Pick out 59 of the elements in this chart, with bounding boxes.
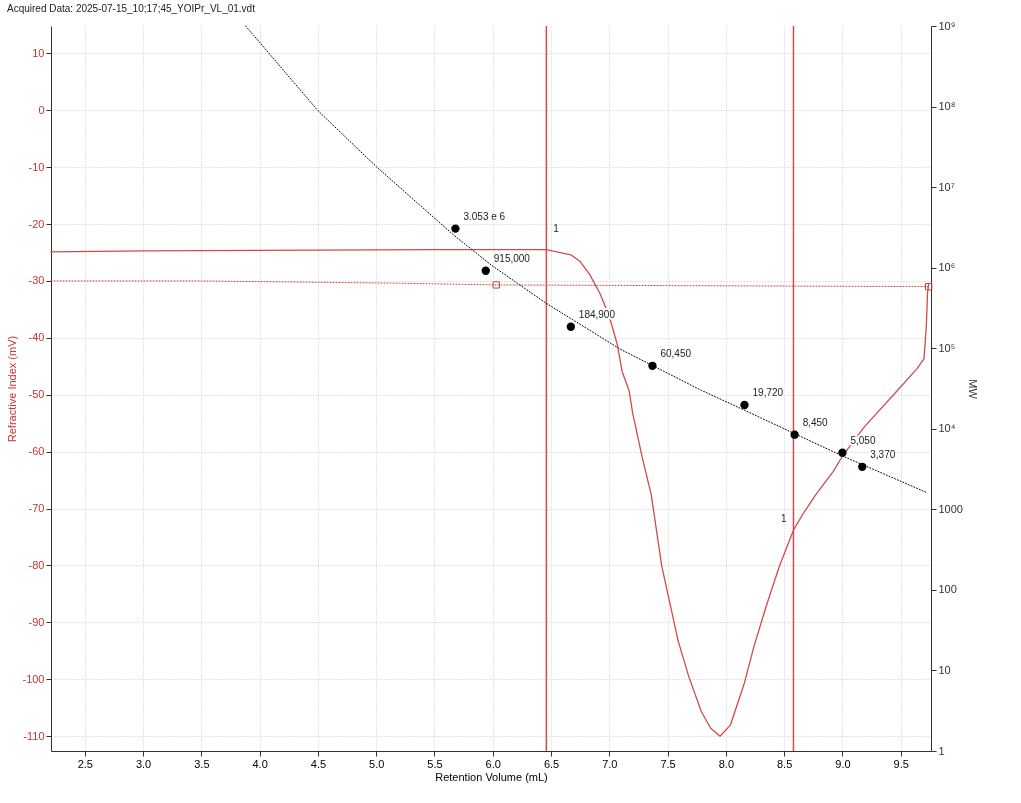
point (790, 430, 799, 439)
y-tick-label: -50 (28, 388, 45, 401)
y2-tick-label: 10 (938, 663, 951, 676)
annotation: 1 (553, 223, 560, 234)
point (451, 224, 460, 233)
y2-axis-title: MW (966, 379, 979, 400)
point (838, 448, 847, 457)
y2-tick-label: 10⁸ (938, 100, 956, 113)
x-tick-label: 5.0 (369, 757, 385, 770)
y2-tick-label: 10⁶ (938, 261, 956, 274)
data-label: 3,370 (870, 448, 896, 460)
x-tick-label: 6.5 (543, 757, 560, 770)
x-tick-label: 8.0 (718, 757, 735, 770)
y2-tick-label: 10⁹ (938, 19, 956, 32)
y-tick-label: -80 (28, 558, 45, 571)
y-tick-label: 10 (32, 46, 45, 59)
point (566, 322, 576, 331)
x-tick-label: 4.0 (252, 757, 268, 770)
point (481, 266, 490, 275)
y2-tick-label: 1000 (938, 502, 963, 515)
x-tick-label: 5.5 (427, 757, 443, 770)
y2-tick-label: 10⁷ (938, 180, 955, 193)
x-tick-label: 7.0 (602, 757, 618, 770)
annotation: 1 (780, 513, 787, 524)
y-tick-label: 0 (38, 103, 45, 116)
x-tick-label: 8.5 (776, 757, 793, 770)
line-series (245, 25, 928, 494)
text: Acquired Data: 2025-07-15_10;17;45_YOIPr_VL_01.vdt (6, 3, 256, 14)
y2-tick-label: 10⁵ (938, 341, 956, 354)
x-tick-label: 3.5 (194, 757, 210, 770)
point (648, 361, 657, 371)
y-tick-label: -30 (28, 274, 45, 287)
x-tick-label: 9.0 (835, 757, 851, 770)
data-label: 3.053 e 6 (463, 210, 506, 222)
y-tick-label: -10 (28, 160, 45, 173)
y-tick-label: -20 (28, 217, 45, 230)
data-label: 60,450 (660, 347, 692, 359)
y-tick-label: -100 (22, 672, 45, 685)
data-label: 8,450 (802, 416, 829, 428)
y2-tick-label: 10⁴ (938, 422, 956, 435)
y-tick-label: -40 (28, 331, 45, 344)
y-axis-title: Refractive Index (mV) (6, 335, 19, 443)
x-tick-label: 7.5 (660, 757, 676, 770)
point (740, 400, 749, 410)
x-tick-label: 6.0 (485, 757, 501, 770)
y-tick-label: -70 (28, 502, 45, 515)
x-tick-label: 2.5 (77, 757, 93, 770)
y-tick-label: -60 (28, 445, 45, 458)
y-tick-label: -110 (23, 729, 45, 742)
x-tick-label: 4.5 (310, 757, 327, 770)
point (858, 462, 867, 471)
y2-tick-label: 1 (938, 744, 945, 757)
y-tick-label: -90 (28, 615, 45, 628)
y2-tick-label: 100 (938, 583, 957, 596)
data-label: 19,720 (752, 387, 784, 399)
x-tick-label: 3.0 (135, 757, 152, 770)
data-label: 915,000 (493, 252, 531, 264)
x-axis-title: Retention Volume (mL) (435, 770, 548, 783)
x-tick-label: 9.5 (893, 757, 909, 770)
